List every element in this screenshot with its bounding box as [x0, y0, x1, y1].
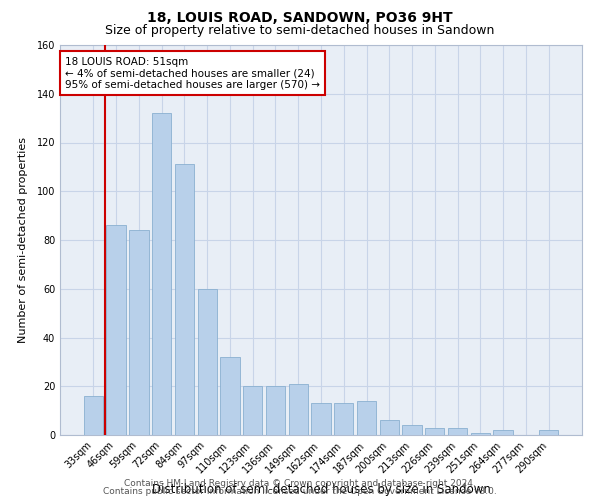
- Bar: [425, 428, 445, 435]
- Bar: [334, 404, 353, 435]
- Text: Contains HM Land Registry data © Crown copyright and database right 2024.: Contains HM Land Registry data © Crown c…: [124, 478, 476, 488]
- Bar: [539, 430, 558, 435]
- Bar: [380, 420, 399, 435]
- Bar: [84, 396, 103, 435]
- X-axis label: Distribution of semi-detached houses by size in Sandown: Distribution of semi-detached houses by …: [152, 483, 490, 496]
- Bar: [266, 386, 285, 435]
- Bar: [470, 432, 490, 435]
- Bar: [289, 384, 308, 435]
- Bar: [106, 226, 126, 435]
- Bar: [197, 289, 217, 435]
- Text: 18, LOUIS ROAD, SANDOWN, PO36 9HT: 18, LOUIS ROAD, SANDOWN, PO36 9HT: [147, 12, 453, 26]
- Bar: [152, 114, 172, 435]
- Bar: [357, 401, 376, 435]
- Bar: [129, 230, 149, 435]
- Text: 18 LOUIS ROAD: 51sqm
← 4% of semi-detached houses are smaller (24)
95% of semi-d: 18 LOUIS ROAD: 51sqm ← 4% of semi-detach…: [65, 56, 320, 90]
- Bar: [175, 164, 194, 435]
- Y-axis label: Number of semi-detached properties: Number of semi-detached properties: [19, 137, 28, 343]
- Text: Contains public sector information licensed under the Open Government Licence v3: Contains public sector information licen…: [103, 487, 497, 496]
- Bar: [220, 357, 239, 435]
- Bar: [243, 386, 262, 435]
- Bar: [493, 430, 513, 435]
- Bar: [403, 425, 422, 435]
- Bar: [311, 404, 331, 435]
- Bar: [448, 428, 467, 435]
- Text: Size of property relative to semi-detached houses in Sandown: Size of property relative to semi-detach…: [106, 24, 494, 37]
